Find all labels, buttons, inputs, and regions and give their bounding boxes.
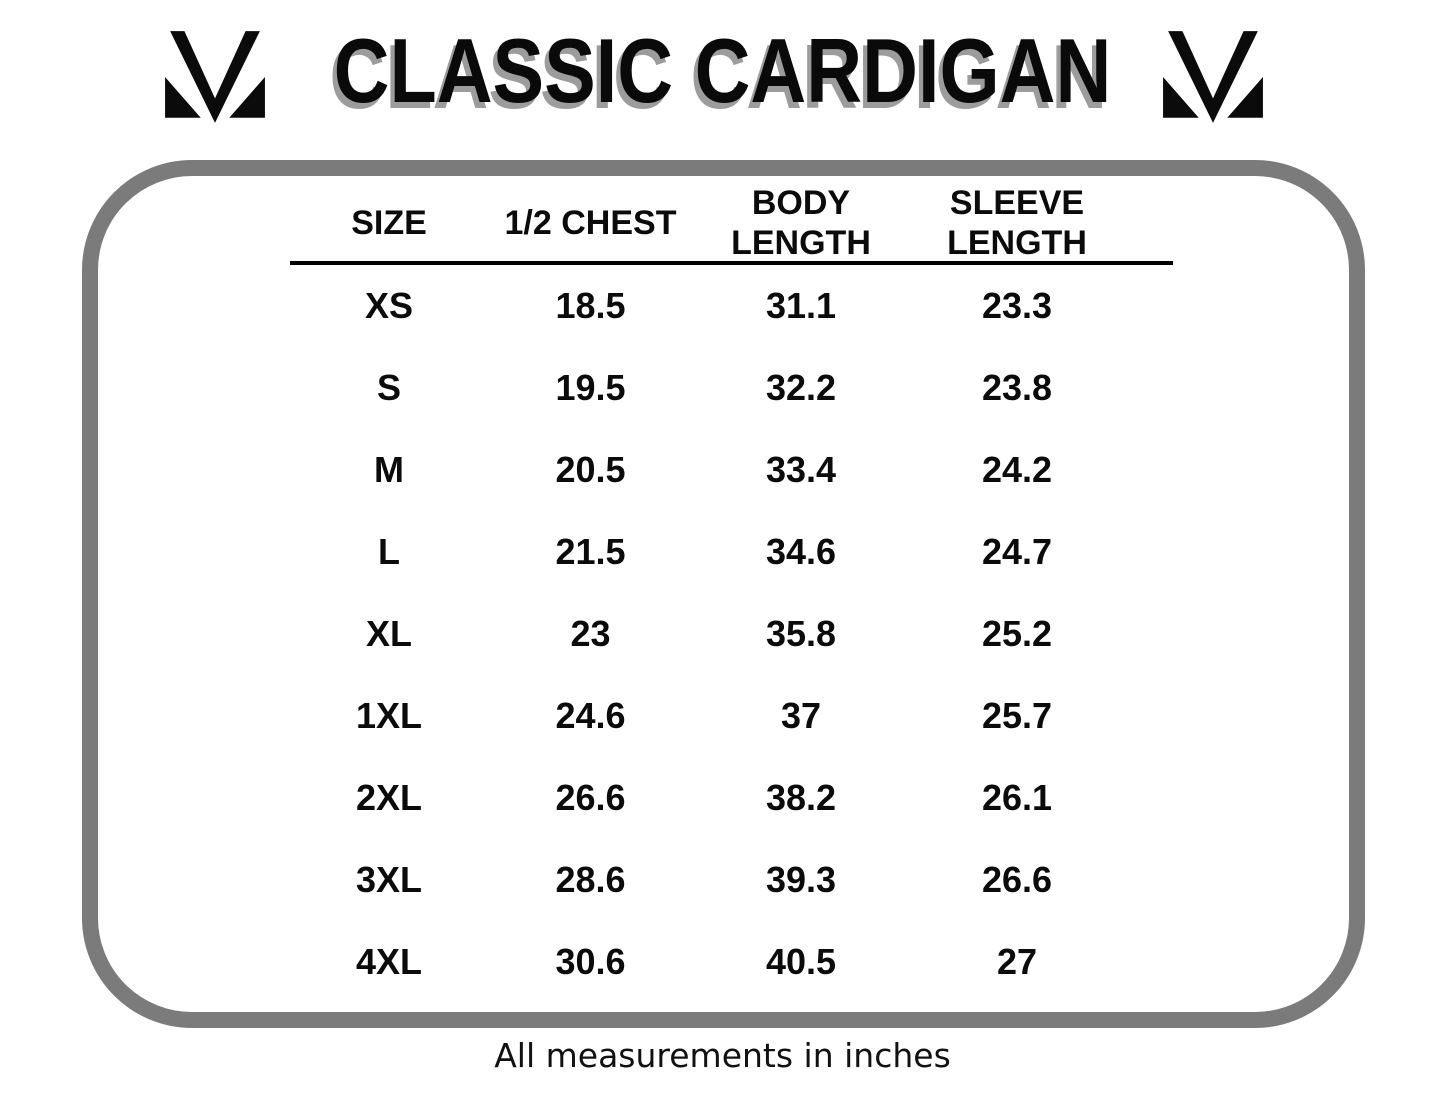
table-row-s: S 19.5 32.2 23.8 bbox=[290, 347, 1173, 429]
body-length-cell: 32.2 bbox=[765, 367, 837, 408]
m-monogram-icon bbox=[165, 31, 265, 123]
size-cell: 3XL bbox=[355, 859, 423, 900]
sleeve-length-cell: 26.1 bbox=[981, 777, 1053, 818]
brand-logo-left bbox=[162, 28, 268, 126]
body-length-cell: 39.3 bbox=[765, 859, 837, 900]
page-title: CLASSIC CARDIGAN bbox=[333, 21, 1112, 122]
size-cell: 4XL bbox=[355, 941, 423, 982]
sleeve-length-cell: 25.7 bbox=[981, 695, 1053, 736]
table-row-xs: XS 18.5 31.1 23.3 bbox=[290, 265, 1173, 347]
chest-cell: 23 bbox=[570, 613, 611, 654]
size-cell: XS bbox=[364, 285, 414, 326]
sleeve-length-cell: 27 bbox=[996, 941, 1038, 982]
column-header-sleeve-length: SLEEVE LENGTH bbox=[947, 184, 1087, 262]
body-length-cell: 38.2 bbox=[765, 777, 837, 818]
body-length-cell: 33.4 bbox=[765, 449, 837, 490]
table-header-row: SIZE 1/2 CHEST BODY LENGTH SLEEVE LENGTH bbox=[290, 183, 1173, 265]
column-header-size: SIZE bbox=[351, 204, 427, 242]
m-monogram-icon bbox=[1163, 31, 1263, 123]
column-header-body-length: BODY LENGTH bbox=[731, 184, 871, 262]
chest-cell: 26.6 bbox=[555, 777, 626, 818]
sleeve-length-cell: 23.3 bbox=[981, 285, 1053, 326]
brand-logo-right bbox=[1160, 28, 1266, 126]
table-row-4xl: 4XL 30.6 40.5 27 bbox=[290, 921, 1173, 1003]
chest-cell: 20.5 bbox=[555, 449, 626, 490]
chest-cell: 30.6 bbox=[555, 941, 626, 982]
chest-cell: 18.5 bbox=[555, 285, 626, 326]
sleeve-length-cell: 24.2 bbox=[981, 449, 1053, 490]
size-cell: 2XL bbox=[355, 777, 423, 818]
body-length-cell: 35.8 bbox=[765, 613, 837, 654]
table-row-xl: XL 23 35.8 25.2 bbox=[290, 593, 1173, 675]
size-cell: S bbox=[376, 367, 401, 408]
size-chart-panel bbox=[82, 160, 1365, 1028]
size-table: SIZE 1/2 CHEST BODY LENGTH SLEEVE LENGTH… bbox=[290, 183, 1173, 1003]
size-cell: L bbox=[378, 531, 400, 572]
body-length-cell: 31.1 bbox=[765, 285, 837, 326]
column-header-half-chest: 1/2 CHEST bbox=[504, 204, 677, 242]
chest-cell: 19.5 bbox=[555, 367, 626, 408]
size-cell: 1XL bbox=[355, 695, 423, 736]
sleeve-length-cell: 24.7 bbox=[981, 531, 1053, 572]
size-cell: M bbox=[374, 449, 404, 490]
chest-cell: 24.6 bbox=[555, 695, 626, 736]
chest-cell: 21.5 bbox=[555, 531, 626, 572]
size-cell: XL bbox=[365, 613, 412, 654]
chest-cell: 28.6 bbox=[555, 859, 626, 900]
table-row-1xl: 1XL 24.6 37 25.7 bbox=[290, 675, 1173, 757]
table-row-2xl: 2XL 26.6 38.2 26.1 bbox=[290, 757, 1173, 839]
table-row-l: L 21.5 34.6 24.7 bbox=[290, 511, 1173, 593]
body-length-cell: 40.5 bbox=[765, 941, 837, 982]
table-row-3xl: 3XL 28.6 39.3 26.6 bbox=[290, 839, 1173, 921]
sleeve-length-cell: 23.8 bbox=[981, 367, 1053, 408]
sleeve-length-cell: 25.2 bbox=[981, 613, 1053, 654]
table-row-m: M 20.5 33.4 24.2 bbox=[290, 429, 1173, 511]
measurements-note: All measurements in inches bbox=[494, 1036, 951, 1075]
sleeve-length-cell: 26.6 bbox=[981, 859, 1053, 900]
body-length-cell: 37 bbox=[780, 695, 822, 736]
body-length-cell: 34.6 bbox=[765, 531, 837, 572]
